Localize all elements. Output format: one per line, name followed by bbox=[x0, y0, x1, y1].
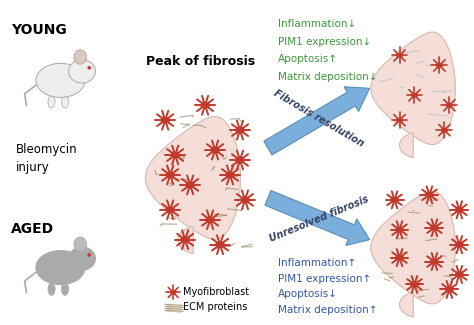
Text: AGED: AGED bbox=[11, 222, 54, 236]
Ellipse shape bbox=[235, 157, 245, 163]
Text: Bleomycin
injury: Bleomycin injury bbox=[16, 143, 77, 174]
Ellipse shape bbox=[225, 172, 235, 178]
Text: Peak of fibrosis: Peak of fibrosis bbox=[146, 56, 255, 69]
Ellipse shape bbox=[446, 103, 453, 108]
Text: YOUNG: YOUNG bbox=[11, 23, 66, 37]
Ellipse shape bbox=[455, 242, 464, 248]
Ellipse shape bbox=[160, 117, 170, 124]
Ellipse shape bbox=[205, 216, 215, 223]
FancyArrow shape bbox=[264, 87, 370, 155]
Ellipse shape bbox=[235, 127, 245, 133]
Text: Fibrosis resolution: Fibrosis resolution bbox=[272, 88, 365, 149]
Ellipse shape bbox=[210, 147, 220, 153]
Ellipse shape bbox=[240, 197, 250, 203]
Ellipse shape bbox=[441, 128, 448, 133]
Ellipse shape bbox=[48, 283, 55, 295]
Text: Apoptosis↑: Apoptosis↑ bbox=[278, 55, 338, 64]
Ellipse shape bbox=[410, 281, 419, 287]
Polygon shape bbox=[146, 117, 240, 239]
Ellipse shape bbox=[425, 192, 434, 198]
Text: PIM1 expression↑: PIM1 expression↑ bbox=[278, 274, 371, 283]
Ellipse shape bbox=[430, 225, 439, 231]
Ellipse shape bbox=[396, 118, 403, 123]
Ellipse shape bbox=[445, 287, 454, 292]
Polygon shape bbox=[400, 292, 413, 317]
Ellipse shape bbox=[36, 63, 85, 98]
Text: ECM proteins: ECM proteins bbox=[183, 302, 247, 312]
Polygon shape bbox=[178, 227, 193, 254]
Ellipse shape bbox=[87, 66, 91, 70]
Text: Inflammation↓: Inflammation↓ bbox=[278, 19, 356, 29]
Ellipse shape bbox=[170, 152, 180, 158]
Polygon shape bbox=[400, 133, 413, 158]
Ellipse shape bbox=[395, 255, 404, 261]
Polygon shape bbox=[371, 191, 456, 304]
Ellipse shape bbox=[215, 241, 225, 248]
Ellipse shape bbox=[390, 197, 399, 203]
Ellipse shape bbox=[87, 253, 91, 257]
Text: Inflammation↑: Inflammation↑ bbox=[278, 258, 356, 267]
Polygon shape bbox=[371, 32, 456, 145]
Ellipse shape bbox=[455, 272, 464, 278]
Ellipse shape bbox=[165, 172, 175, 178]
Ellipse shape bbox=[200, 102, 210, 109]
FancyArrow shape bbox=[265, 190, 370, 245]
Text: Apoptosis↓: Apoptosis↓ bbox=[278, 290, 338, 299]
Ellipse shape bbox=[62, 283, 69, 295]
Ellipse shape bbox=[436, 63, 443, 68]
Ellipse shape bbox=[74, 50, 87, 64]
Ellipse shape bbox=[36, 251, 85, 285]
Ellipse shape bbox=[69, 60, 96, 83]
Text: Myofibroblast: Myofibroblast bbox=[183, 287, 249, 297]
Text: PIM1 expression↓: PIM1 expression↓ bbox=[278, 36, 371, 46]
Ellipse shape bbox=[48, 96, 55, 108]
Ellipse shape bbox=[74, 237, 87, 252]
Ellipse shape bbox=[170, 290, 176, 294]
Ellipse shape bbox=[165, 207, 175, 213]
Ellipse shape bbox=[395, 227, 404, 233]
Ellipse shape bbox=[62, 96, 69, 108]
Ellipse shape bbox=[430, 259, 439, 265]
Ellipse shape bbox=[180, 236, 190, 243]
Ellipse shape bbox=[455, 207, 464, 213]
Text: Matrix deposition↑: Matrix deposition↑ bbox=[278, 306, 377, 315]
Ellipse shape bbox=[411, 93, 418, 98]
Ellipse shape bbox=[185, 182, 195, 188]
Ellipse shape bbox=[396, 53, 403, 58]
Text: Matrix deposition↓: Matrix deposition↓ bbox=[278, 72, 377, 82]
Ellipse shape bbox=[69, 247, 96, 270]
Text: Unresolved fibrosis: Unresolved fibrosis bbox=[268, 194, 370, 244]
